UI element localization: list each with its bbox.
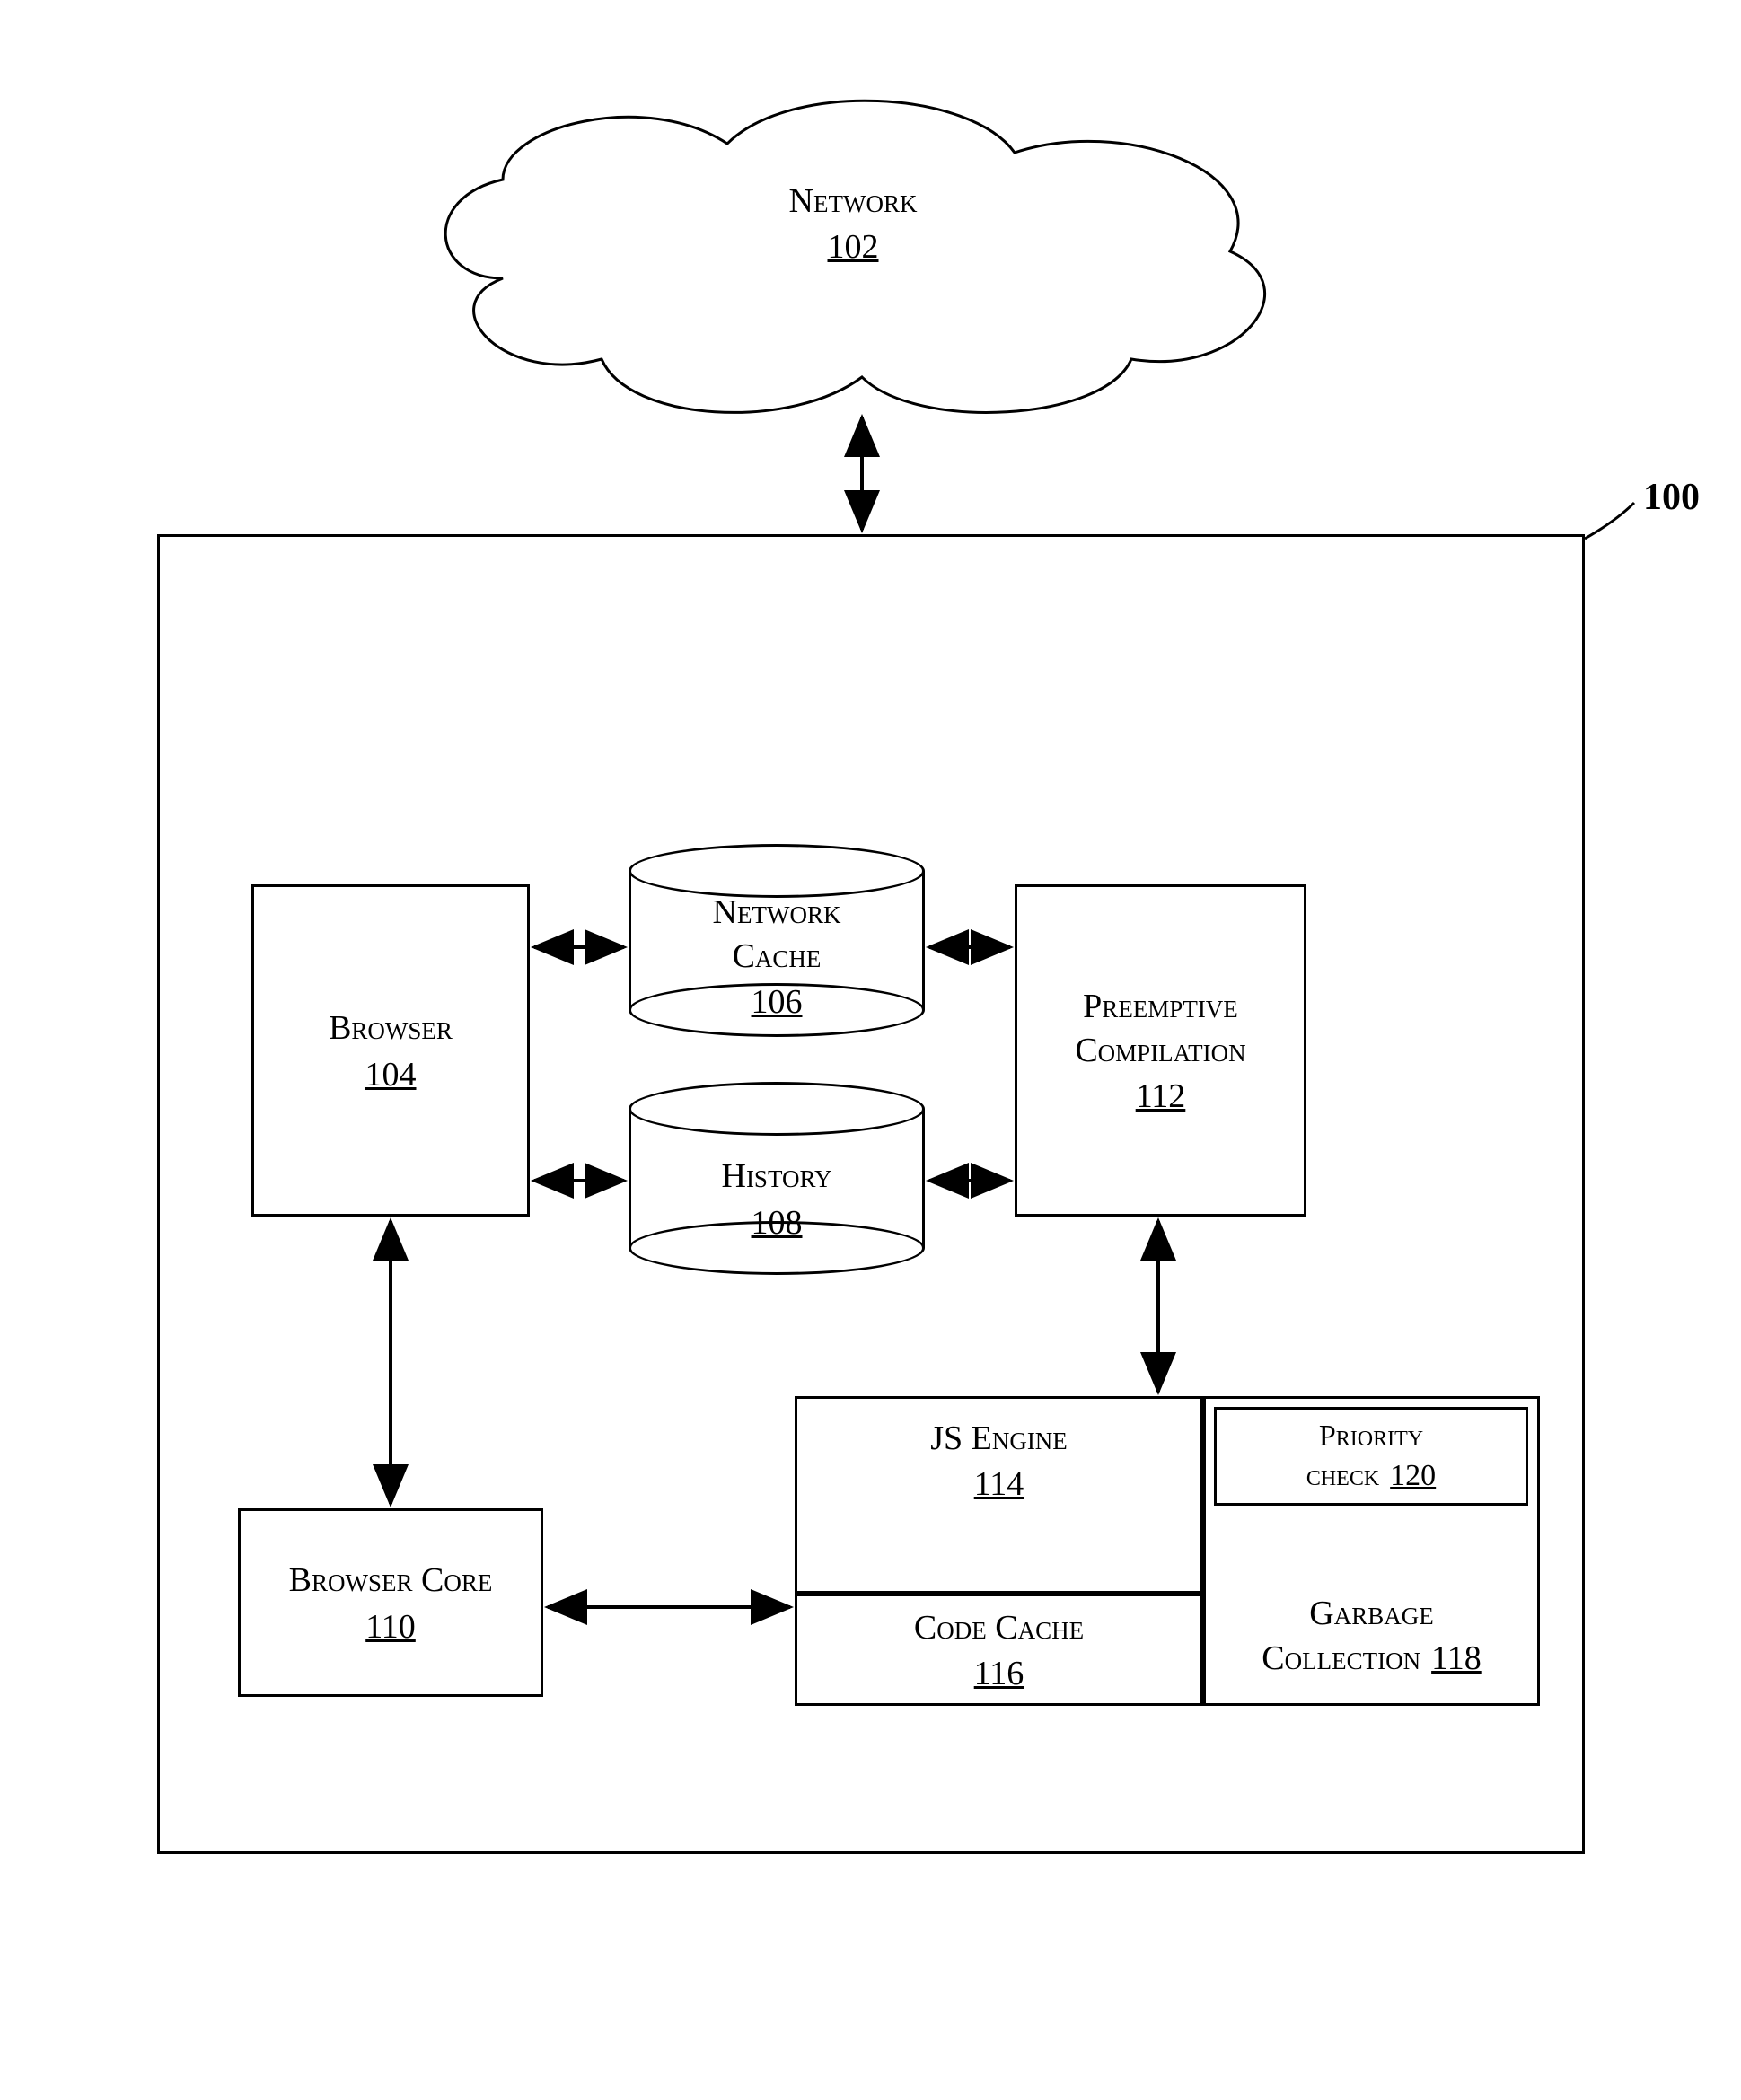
network-cache-cyl: NetworkCache 106 bbox=[629, 844, 925, 1037]
code-cache-label: Code Cache bbox=[914, 1606, 1084, 1650]
priority-label-1: Priority bbox=[1319, 1417, 1423, 1456]
preemptive-box: PreemptiveCompilation 112 bbox=[1015, 884, 1306, 1217]
browser-ref: 104 bbox=[365, 1055, 417, 1094]
preemptive-ref: 112 bbox=[1136, 1076, 1186, 1116]
history-label: History bbox=[722, 1155, 832, 1199]
browser-box: Browser 104 bbox=[251, 884, 530, 1217]
garbage-ref: 118 bbox=[1431, 1639, 1482, 1678]
js-engine-label: JS Engine bbox=[930, 1417, 1068, 1461]
diagram-canvas: Network 102 100 Browser 104 NetworkCache… bbox=[0, 0, 1741, 2100]
preemptive-label: PreemptiveCompilation bbox=[1075, 985, 1245, 1074]
priority-label-2: check bbox=[1306, 1456, 1379, 1496]
history-cyl: History 108 bbox=[629, 1082, 925, 1275]
js-engine-box: JS Engine 114 bbox=[795, 1396, 1203, 1594]
browser-core-label: Browser Core bbox=[289, 1559, 493, 1603]
container-ref: 100 bbox=[1643, 476, 1700, 519]
history-ref: 108 bbox=[752, 1203, 803, 1243]
garbage-label-2: Collection bbox=[1262, 1637, 1420, 1681]
priority-ref: 120 bbox=[1390, 1459, 1436, 1493]
network-node: Network 102 bbox=[449, 180, 1257, 267]
network-cache-label: NetworkCache bbox=[713, 891, 841, 980]
code-cache-ref: 116 bbox=[974, 1654, 1024, 1693]
browser-core-ref: 110 bbox=[365, 1607, 416, 1647]
browser-label: Browser bbox=[329, 1006, 453, 1050]
network-label: Network bbox=[449, 180, 1257, 224]
network-ref: 102 bbox=[449, 227, 1257, 267]
browser-core-box: Browser Core 110 bbox=[238, 1508, 543, 1697]
code-cache-box: Code Cache 116 bbox=[795, 1594, 1203, 1706]
js-engine-ref: 114 bbox=[974, 1464, 1024, 1504]
priority-box: Priority check 120 bbox=[1214, 1407, 1528, 1506]
garbage-label-1: Garbage bbox=[1206, 1592, 1537, 1636]
network-cache-ref: 106 bbox=[752, 982, 803, 1022]
